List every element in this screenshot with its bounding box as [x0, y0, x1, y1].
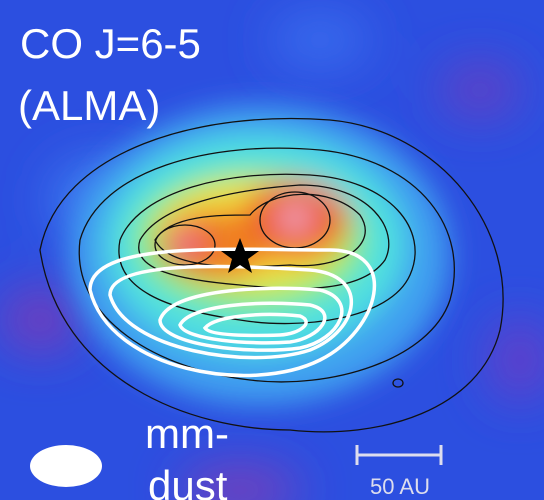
dust-contours: [88, 247, 377, 378]
emission-map: [70, 105, 450, 405]
scale-label: 50 AU: [370, 474, 430, 499]
title-line: (ALMA): [18, 82, 160, 129]
dust-label: dust: [148, 462, 228, 500]
star: [221, 238, 259, 273]
dust-label: mm-: [145, 410, 229, 457]
title-line: CO J=6-5: [20, 20, 201, 67]
co-contours: [39, 117, 504, 433]
scale-bar: [355, 445, 443, 465]
beam: [30, 445, 102, 487]
